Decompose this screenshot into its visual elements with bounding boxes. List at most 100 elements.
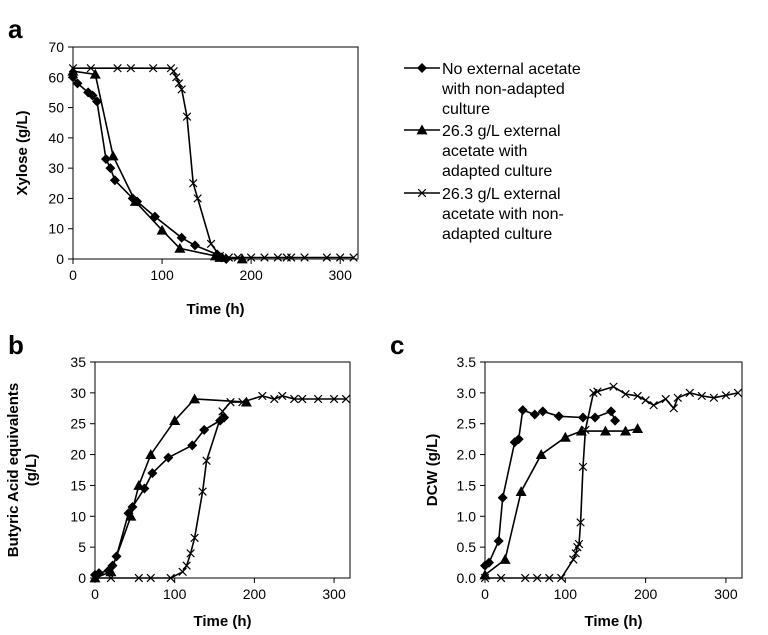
data-point	[499, 553, 511, 564]
y-tick-label: 2.5	[457, 416, 477, 432]
panel-a-xylose-chart: a 0 10 20 30 40 50 60 70 0 100 200 300 Time (h) Xylose…	[8, 14, 359, 318]
series-line	[484, 427, 638, 576]
data-point	[520, 573, 530, 583]
data-point	[189, 179, 198, 188]
data-point	[513, 434, 524, 445]
legend-label: 26.3 g/L external acetate with adapted cul…	[442, 123, 561, 180]
data-point	[86, 63, 96, 73]
data-point	[87, 90, 98, 101]
plot-area-frame	[72, 46, 359, 260]
data-point	[133, 479, 145, 490]
data-point	[156, 224, 168, 235]
data-point	[578, 462, 588, 472]
x-axis-title: Time (h)	[186, 301, 244, 318]
data-point	[349, 253, 358, 262]
data-point	[68, 63, 78, 73]
data-point	[190, 533, 199, 543]
data-point	[172, 73, 181, 82]
data-point	[480, 573, 490, 583]
legend-entry-triangle: 26.3 g/L external acetate with adapted cul…	[404, 123, 561, 180]
data-point	[106, 573, 116, 583]
y-tick-label: 3.5	[457, 354, 477, 370]
data-point	[289, 394, 299, 404]
data-point	[72, 78, 83, 89]
data-point	[479, 569, 491, 580]
legend-label-line: acetate with non-	[442, 206, 564, 223]
data-point	[529, 409, 540, 420]
data-point	[673, 393, 682, 403]
data-point	[609, 382, 618, 391]
data-point	[199, 424, 210, 435]
y-axis-title-line: (g/L)	[23, 454, 40, 486]
data-point	[278, 391, 287, 401]
panel-c-dcw-chart: c 0.0 0.5 1.0 1.5 2.0 2.5 3.0 3.5 0 100 200 300 Time …	[390, 330, 743, 630]
data-point	[182, 561, 191, 570]
data-point	[134, 573, 144, 583]
data-point	[621, 389, 630, 399]
y-tick-label: 30	[48, 160, 64, 176]
series-x	[480, 382, 743, 583]
data-point	[105, 566, 117, 577]
plot-area-frame	[484, 361, 743, 579]
data-point	[270, 394, 279, 404]
y-tick-label: 15	[70, 477, 86, 493]
series-line	[73, 67, 354, 259]
x-tick-label: 200	[243, 586, 267, 602]
legend-label-line: acetate with	[442, 143, 527, 160]
data-point	[610, 415, 621, 426]
data-point	[709, 393, 719, 403]
y-tick-label: 25	[70, 416, 86, 432]
y-tick-label: 2.0	[457, 447, 477, 463]
legend-label-line: 26.3 g/L external	[442, 186, 561, 203]
data-point	[661, 394, 670, 404]
data-point	[484, 557, 495, 568]
legend-entry-diamond: No external acetate with non-adapted cultu…	[404, 61, 581, 118]
data-point	[553, 411, 564, 422]
x-axis-title: Time (h)	[193, 613, 251, 630]
x-tick-label: 300	[329, 267, 353, 283]
data-point	[517, 405, 528, 416]
data-point	[669, 404, 678, 413]
y-tick-label: 60	[48, 69, 64, 85]
legend-marker	[417, 63, 427, 73]
data-point	[169, 67, 178, 76]
legend-label-line: No external acetate	[442, 61, 581, 78]
data-point	[273, 253, 283, 262]
data-point	[633, 391, 642, 401]
data-point	[166, 573, 175, 583]
y-axis-title: DCW (g/L)	[424, 434, 441, 506]
data-point	[105, 163, 116, 174]
y-tick-label: 20	[48, 190, 64, 206]
data-point	[174, 79, 184, 88]
data-point	[313, 394, 323, 404]
data-point	[190, 240, 201, 251]
data-point	[109, 175, 120, 186]
x-tick-label: 0	[69, 267, 77, 283]
legend-label-line: 26.3 g/L external	[442, 123, 561, 140]
data-point	[182, 112, 192, 121]
data-point	[258, 391, 267, 401]
data-point	[532, 573, 542, 583]
y-axis-title-line: Butyric Acid equivalents	[5, 383, 22, 558]
data-point	[329, 394, 339, 404]
data-point	[535, 449, 547, 459]
data-point	[148, 63, 158, 73]
panel-letter: a	[8, 14, 23, 44]
data-point	[186, 549, 195, 558]
y-tick-label: 10	[70, 508, 86, 524]
data-point	[300, 253, 309, 262]
legend-label: No external acetate with non-adapted cultu…	[441, 61, 581, 118]
y-axis-title: Butyric Acid equivalents(g/L)	[5, 383, 40, 558]
y-axis-title: Xylose (g/L)	[14, 110, 31, 195]
data-point	[113, 63, 122, 73]
data-point	[649, 400, 658, 410]
series-x	[90, 391, 351, 583]
plot-area-frame	[94, 361, 351, 579]
legend-marker	[417, 188, 427, 198]
x-tick-label: 300	[322, 586, 346, 602]
data-point	[146, 573, 156, 583]
data-point	[641, 396, 650, 405]
data-point	[147, 468, 158, 479]
data-point	[697, 391, 707, 401]
